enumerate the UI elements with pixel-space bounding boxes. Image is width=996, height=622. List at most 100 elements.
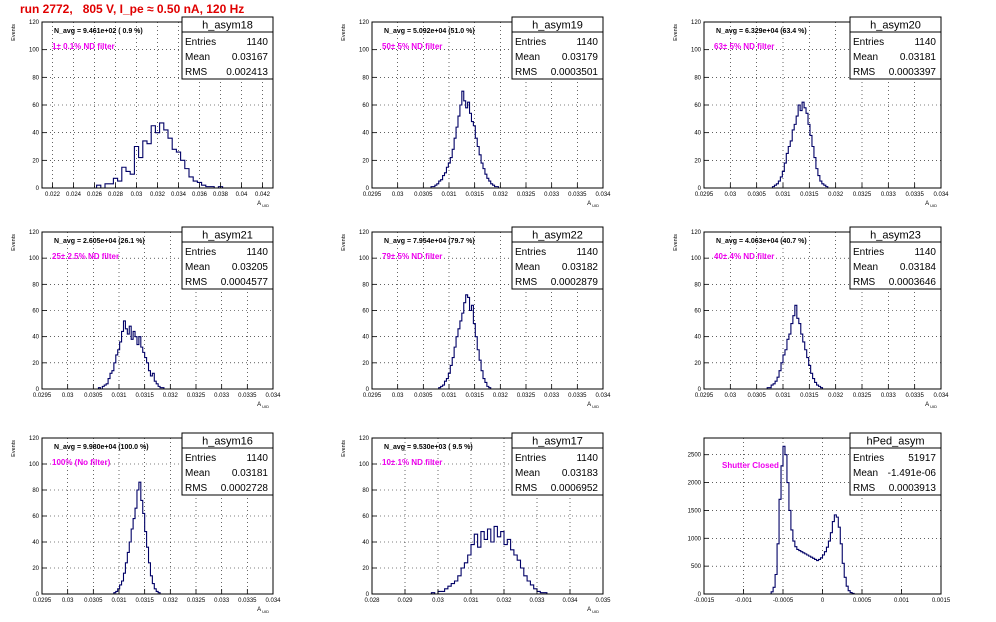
stats-label: Mean xyxy=(515,468,540,479)
stats-label: RMS xyxy=(185,277,208,288)
x-tick-label: 0.0335 xyxy=(238,598,257,604)
stats-label: Mean xyxy=(185,468,210,479)
stats-label: RMS xyxy=(853,277,876,288)
y-tick-label: 60 xyxy=(362,103,369,109)
x-axis-label: AUID xyxy=(925,201,937,208)
histogram-panel-hPed_asym: -0.0015 -0.001 -0.0005 0 0.0005 0.001 0.0015 0 5… xyxy=(688,432,951,604)
stats-label: RMS xyxy=(185,67,208,78)
stats-label: Entries xyxy=(515,37,546,48)
stats-label: Entries xyxy=(185,37,216,48)
filter-annotation: 10± 1% ND filter xyxy=(382,458,442,467)
histogram-panel-h_asym22: 0.0295 0.03 0.0305 0.031 0.0315 0.032 0.0325 0.… xyxy=(341,226,611,409)
histogram-panel-h_asym23: 0.0295 0.03 0.0305 0.031 0.0315 0.032 0.0325 0.… xyxy=(673,226,949,409)
y-axis-label: Events xyxy=(673,24,679,41)
x-tick-label: 0.033 xyxy=(881,393,897,399)
histogram-line xyxy=(771,101,829,188)
y-tick-label: 100 xyxy=(29,48,40,54)
stats-value: 1140 xyxy=(914,37,936,48)
y-tick-label: 500 xyxy=(691,564,702,570)
stats-box xyxy=(511,226,604,290)
filter-annotation: 50± 5% ND filter xyxy=(382,42,442,51)
histogram-line xyxy=(766,304,824,389)
x-axis-label: AUID xyxy=(587,402,599,409)
filter-annotation: Shutter Closed xyxy=(722,461,779,470)
y-tick-label: 120 xyxy=(29,436,40,442)
navg-annotation: N_avg = 2.605e+04 (26.1 %) xyxy=(54,238,145,245)
x-tick-label: 0.0325 xyxy=(517,393,536,399)
y-tick-label: 80 xyxy=(362,282,369,288)
y-tick-label: 2000 xyxy=(688,481,702,487)
y-tick-label: 60 xyxy=(32,309,39,315)
y-tick-label: 40 xyxy=(362,540,369,546)
x-tick-label: 0.0295 xyxy=(695,393,714,399)
stats-box xyxy=(511,432,604,496)
x-tick-label: 0.0335 xyxy=(568,192,587,198)
x-tick-label: 0.0315 xyxy=(135,393,154,399)
histogram-line xyxy=(438,294,492,389)
x-tick-label: 0.034 xyxy=(595,192,611,198)
stats-box xyxy=(181,432,274,496)
y-axis-label: Events xyxy=(341,234,347,251)
stats-value: 0.0003646 xyxy=(889,277,937,288)
histogram-panel-h_asym18: 0.022 0.024 0.026 0.028 0.03 0.032 0.034 0.036 0… xyxy=(11,16,274,208)
stats-value: 1140 xyxy=(914,247,936,258)
filter-annotation: 100% (No filter) xyxy=(52,458,111,467)
y-tick-label: 40 xyxy=(694,131,701,137)
stats-label: RMS xyxy=(853,483,876,494)
x-tick-label: 0.035 xyxy=(595,598,611,604)
x-tick-label: 0.03 xyxy=(724,192,736,198)
histogram-line xyxy=(770,445,855,594)
y-tick-label: 100 xyxy=(691,256,702,262)
stats-value: 0.0003501 xyxy=(551,67,599,78)
y-tick-label: 100 xyxy=(359,462,370,468)
filter-annotation: 25± 2.5% ND filter xyxy=(52,252,119,261)
stats-value: 0.03183 xyxy=(562,468,599,479)
y-tick-label: 20 xyxy=(362,566,369,572)
y-tick-label: 120 xyxy=(29,20,40,26)
stats-value: 0.0004577 xyxy=(221,277,269,288)
stats-value: 0.0003397 xyxy=(889,67,937,78)
y-tick-label: 20 xyxy=(362,158,369,164)
y-tick-label: 0 xyxy=(366,186,370,192)
filter-annotation: 79± 5% ND filter xyxy=(382,252,442,261)
x-axis-label: AUID xyxy=(257,402,269,409)
x-tick-label: 0.031 xyxy=(111,598,127,604)
stats-value: 0.03181 xyxy=(900,52,937,63)
stats-title: h_asym22 xyxy=(532,230,583,242)
histogram-panel-h_asym20: 0.0295 0.03 0.0305 0.031 0.0315 0.032 0.0325 0.… xyxy=(673,16,949,208)
navg-annotation: N_avg = 9.461e+02 ( 0.9 %) xyxy=(54,28,143,35)
x-tick-label: 0.0325 xyxy=(187,598,206,604)
y-tick-label: 20 xyxy=(32,158,39,164)
stats-box xyxy=(181,16,274,80)
x-tick-label: 0.0335 xyxy=(568,393,587,399)
y-tick-label: 100 xyxy=(359,256,370,262)
x-tick-label: 0.032 xyxy=(828,192,844,198)
y-tick-label: 40 xyxy=(32,131,39,137)
stats-value: -1.491e-06 xyxy=(888,468,937,479)
y-axis-label: Events xyxy=(341,24,347,41)
stats-box xyxy=(511,16,604,80)
y-tick-label: 40 xyxy=(694,335,701,341)
stats-title: h_asym20 xyxy=(870,20,921,32)
stats-title: h_asym21 xyxy=(202,230,253,242)
stats-label: Mean xyxy=(515,52,540,63)
x-tick-label: 0.03 xyxy=(392,393,404,399)
x-tick-label: 0.029 xyxy=(397,598,413,604)
x-tick-label: 0.0295 xyxy=(363,192,382,198)
navg-annotation: N_avg = 6.329e+04 (63.4 %) xyxy=(716,28,807,35)
x-tick-label: 0.034 xyxy=(265,393,281,399)
stats-value: 1140 xyxy=(246,453,268,464)
x-tick-label: 0.033 xyxy=(214,598,230,604)
y-axis-label: Events xyxy=(11,24,17,41)
x-tick-label: 0.0325 xyxy=(853,393,872,399)
stats-value: 1140 xyxy=(576,37,598,48)
y-tick-label: 80 xyxy=(32,488,39,494)
x-tick-label: 0.042 xyxy=(255,192,271,198)
y-tick-label: 0 xyxy=(366,387,370,393)
y-tick-label: 1500 xyxy=(688,508,702,514)
stats-title: h_asym18 xyxy=(202,20,253,32)
x-tick-label: 0.032 xyxy=(150,192,166,198)
x-tick-label: 0.032 xyxy=(828,393,844,399)
x-tick-label: 0.0295 xyxy=(33,598,52,604)
x-tick-label: 0.032 xyxy=(493,192,509,198)
